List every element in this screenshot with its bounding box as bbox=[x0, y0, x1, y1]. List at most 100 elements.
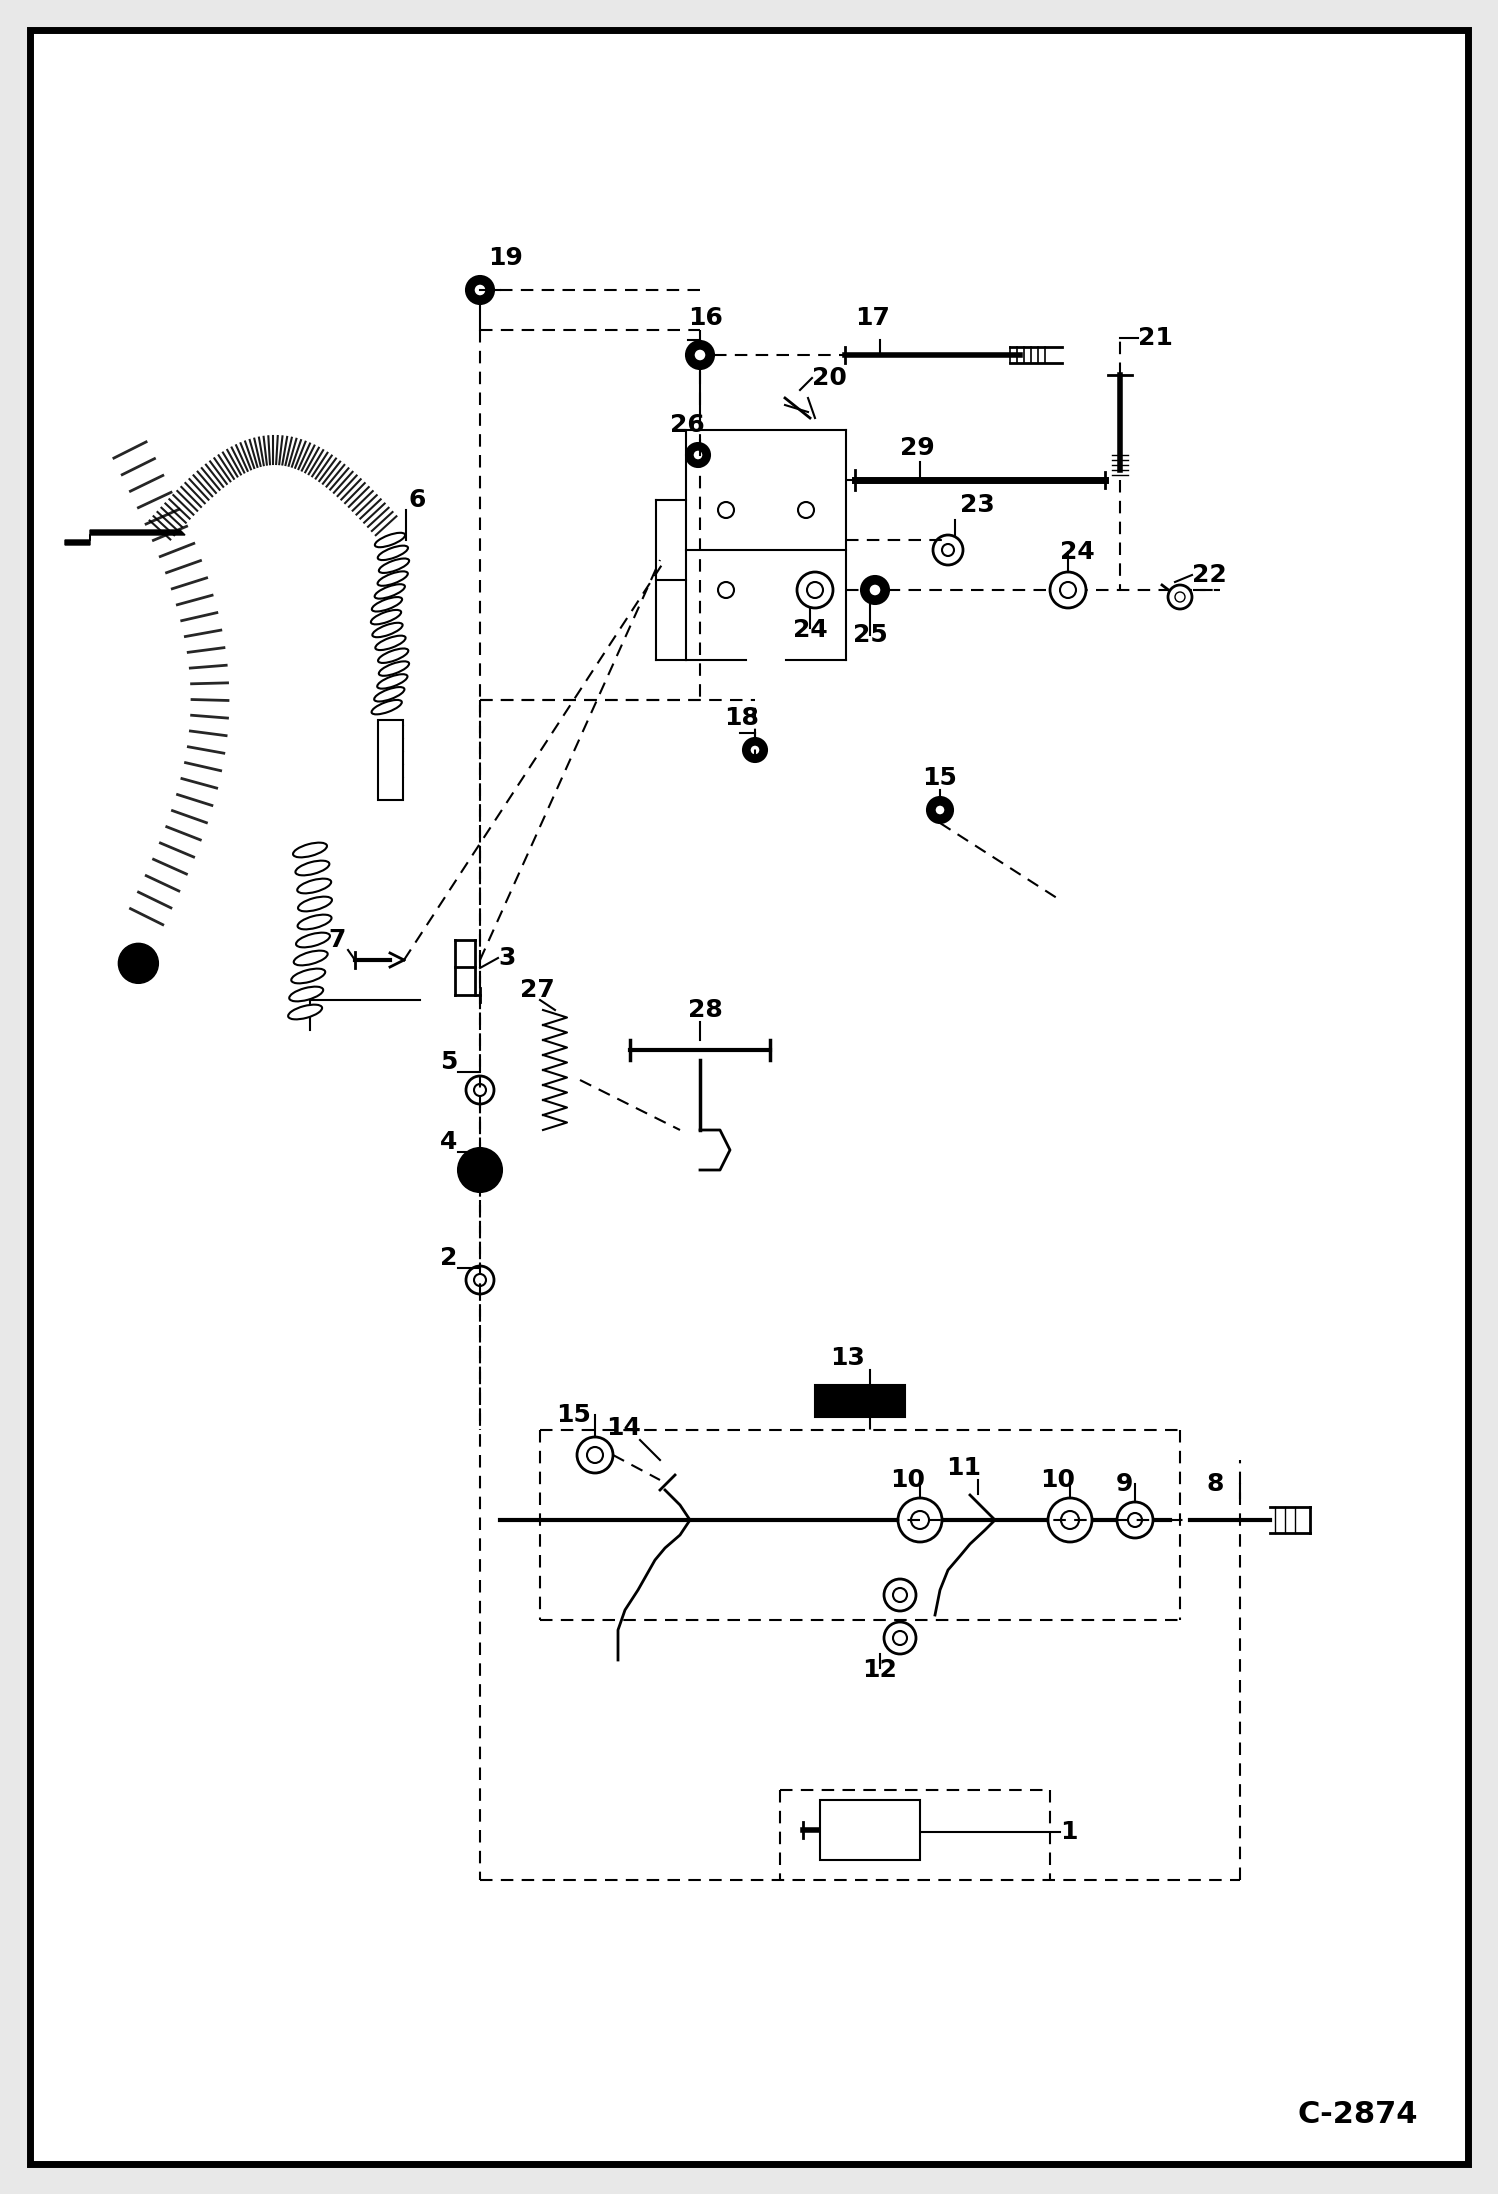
Ellipse shape bbox=[372, 610, 401, 625]
Text: 3: 3 bbox=[497, 946, 515, 970]
Circle shape bbox=[1050, 573, 1086, 608]
Text: 24: 24 bbox=[1061, 540, 1095, 564]
Text: 18: 18 bbox=[724, 706, 759, 731]
Circle shape bbox=[118, 943, 159, 983]
Ellipse shape bbox=[374, 687, 404, 702]
Circle shape bbox=[473, 283, 485, 296]
Ellipse shape bbox=[289, 987, 324, 1000]
Circle shape bbox=[750, 746, 759, 755]
Bar bbox=[815, 1384, 905, 1417]
Circle shape bbox=[933, 535, 963, 566]
Bar bbox=[377, 720, 403, 801]
Circle shape bbox=[834, 1817, 861, 1843]
Circle shape bbox=[466, 1075, 494, 1104]
Ellipse shape bbox=[376, 636, 406, 649]
Text: 1: 1 bbox=[1061, 1821, 1077, 1843]
Text: 10: 10 bbox=[890, 1468, 926, 1492]
Ellipse shape bbox=[372, 700, 401, 715]
Circle shape bbox=[718, 502, 734, 518]
Circle shape bbox=[458, 1147, 502, 1191]
Text: 7: 7 bbox=[328, 928, 346, 952]
Ellipse shape bbox=[294, 950, 328, 965]
Circle shape bbox=[686, 443, 710, 467]
Ellipse shape bbox=[377, 674, 407, 689]
Circle shape bbox=[466, 276, 494, 305]
Ellipse shape bbox=[374, 584, 404, 599]
Circle shape bbox=[587, 1448, 604, 1463]
Text: 4: 4 bbox=[440, 1130, 457, 1154]
Circle shape bbox=[842, 1823, 854, 1836]
Ellipse shape bbox=[372, 597, 401, 612]
Text: 25: 25 bbox=[852, 623, 887, 647]
Ellipse shape bbox=[288, 1005, 322, 1020]
Text: 15: 15 bbox=[556, 1402, 590, 1426]
Circle shape bbox=[1061, 581, 1076, 599]
Ellipse shape bbox=[374, 533, 404, 546]
Circle shape bbox=[473, 1275, 485, 1286]
Text: 20: 20 bbox=[812, 366, 846, 391]
Ellipse shape bbox=[379, 559, 409, 573]
Circle shape bbox=[1174, 592, 1185, 601]
Circle shape bbox=[1049, 1499, 1092, 1542]
Circle shape bbox=[466, 1266, 494, 1294]
Text: 19: 19 bbox=[488, 246, 523, 270]
Circle shape bbox=[694, 349, 706, 362]
Text: 10: 10 bbox=[1041, 1468, 1076, 1492]
Circle shape bbox=[927, 796, 953, 823]
Circle shape bbox=[897, 1499, 942, 1542]
Text: 26: 26 bbox=[670, 412, 704, 437]
Text: 8: 8 bbox=[1206, 1472, 1224, 1496]
Ellipse shape bbox=[291, 968, 325, 983]
Text: 15: 15 bbox=[923, 766, 957, 790]
Ellipse shape bbox=[373, 623, 403, 636]
Ellipse shape bbox=[377, 570, 407, 586]
Circle shape bbox=[884, 1580, 915, 1610]
Text: 24: 24 bbox=[792, 619, 827, 643]
Circle shape bbox=[884, 1621, 915, 1654]
Circle shape bbox=[807, 581, 822, 599]
Text: 28: 28 bbox=[688, 998, 722, 1022]
Text: 14: 14 bbox=[607, 1415, 641, 1439]
Text: 27: 27 bbox=[520, 979, 554, 1003]
Ellipse shape bbox=[377, 649, 409, 663]
Polygon shape bbox=[64, 531, 184, 544]
Text: C-2874: C-2874 bbox=[1297, 2100, 1419, 2128]
Circle shape bbox=[798, 581, 813, 599]
Circle shape bbox=[694, 450, 703, 461]
Text: 21: 21 bbox=[1138, 327, 1173, 351]
Ellipse shape bbox=[377, 546, 407, 559]
Text: 12: 12 bbox=[863, 1659, 897, 1683]
Circle shape bbox=[797, 573, 833, 608]
Text: 11: 11 bbox=[947, 1457, 981, 1481]
Ellipse shape bbox=[295, 860, 330, 875]
Circle shape bbox=[718, 581, 734, 599]
Text: 16: 16 bbox=[688, 305, 724, 329]
Circle shape bbox=[1118, 1503, 1153, 1538]
Text: 9: 9 bbox=[1116, 1472, 1132, 1496]
Circle shape bbox=[798, 502, 813, 518]
Text: 2: 2 bbox=[440, 1246, 457, 1270]
Circle shape bbox=[893, 1588, 906, 1602]
Circle shape bbox=[1128, 1514, 1141, 1527]
Circle shape bbox=[577, 1437, 613, 1472]
Text: 22: 22 bbox=[1192, 564, 1227, 588]
Text: 23: 23 bbox=[960, 494, 995, 518]
Ellipse shape bbox=[294, 842, 327, 858]
Ellipse shape bbox=[297, 878, 331, 893]
Ellipse shape bbox=[297, 932, 330, 948]
Circle shape bbox=[942, 544, 954, 555]
Text: 29: 29 bbox=[900, 437, 935, 461]
Text: 13: 13 bbox=[830, 1345, 866, 1369]
Circle shape bbox=[686, 340, 715, 369]
Circle shape bbox=[911, 1512, 929, 1529]
Ellipse shape bbox=[298, 915, 331, 930]
Circle shape bbox=[935, 805, 945, 814]
Circle shape bbox=[861, 577, 888, 603]
Circle shape bbox=[893, 1630, 906, 1646]
Circle shape bbox=[473, 1084, 485, 1097]
Bar bbox=[819, 1799, 920, 1861]
Circle shape bbox=[1168, 586, 1192, 610]
Ellipse shape bbox=[298, 897, 333, 911]
Circle shape bbox=[1061, 1512, 1079, 1529]
Circle shape bbox=[743, 737, 767, 761]
